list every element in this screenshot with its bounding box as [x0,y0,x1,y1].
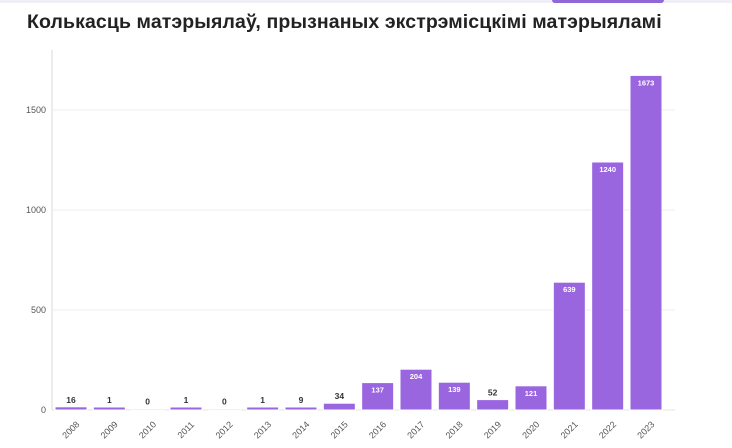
chart-title: Колькасць матэрыялаў, прызнаных экстрэмі… [27,11,662,33]
x-tick-label: 2015 [329,419,350,440]
bar-2022[interactable] [591,161,625,411]
x-tick-label: 2018 [444,419,465,440]
data-label-2023: 1673 [638,78,655,87]
data-label-2022: 1240 [599,165,616,174]
bar-2018[interactable] [437,381,471,411]
bar-2011[interactable] [169,406,203,411]
bar-2012[interactable] [207,408,241,411]
bar-2008[interactable] [54,406,88,411]
data-label-2008: 16 [66,395,76,405]
top-accent-tab [552,0,664,3]
data-label-2021: 639 [563,285,576,294]
x-tick-label: 2022 [597,419,618,440]
y-tick-label: 1000 [26,205,46,215]
y-tick-label: 0 [41,405,46,415]
bar-2020[interactable] [514,385,548,411]
bar-2017[interactable] [399,368,433,411]
data-label-2010: 0 [145,397,150,407]
y-tick-label: 500 [31,305,46,315]
bar-2010[interactable] [131,408,165,411]
bar-2014[interactable] [284,406,318,411]
data-label-2017: 204 [410,372,423,381]
bar-2019[interactable] [476,399,510,411]
data-label-2011: 1 [184,395,189,405]
x-tick-label: 2014 [290,419,311,440]
x-tick-label: 2013 [252,419,273,440]
x-tick-label: 2017 [405,419,426,440]
bar-2021[interactable] [552,281,586,411]
data-label-2009: 1 [107,395,112,405]
top-strip [0,0,732,3]
y-tick-label: 1500 [26,105,46,115]
data-label-2020: 121 [525,389,538,398]
bar-2016[interactable] [361,382,395,411]
data-label-2013: 1 [260,395,265,405]
x-tick-label: 2012 [214,419,235,440]
x-tick-label: 2019 [482,419,503,440]
x-tick-label: 2009 [99,419,120,440]
x-tick-label: 2020 [520,419,541,440]
x-tick-label: 2023 [635,419,656,440]
x-tick-label: 2010 [137,419,158,440]
x-tick-label: 2008 [60,419,81,440]
bar-2015[interactable] [322,402,356,411]
data-label-2018: 139 [448,385,461,394]
bar-2023[interactable] [629,74,663,411]
bar-2013[interactable] [246,406,280,411]
x-tick-label: 2021 [559,419,580,440]
data-label-2014: 9 [299,395,304,405]
x-tick-label: 2011 [175,419,196,440]
data-label-2019: 52 [488,388,498,398]
data-label-2012: 0 [222,397,227,407]
data-label-2016: 137 [371,386,384,395]
bar-2009[interactable] [92,406,126,411]
data-label-2015: 34 [335,391,345,401]
x-tick-label: 2016 [367,419,388,440]
